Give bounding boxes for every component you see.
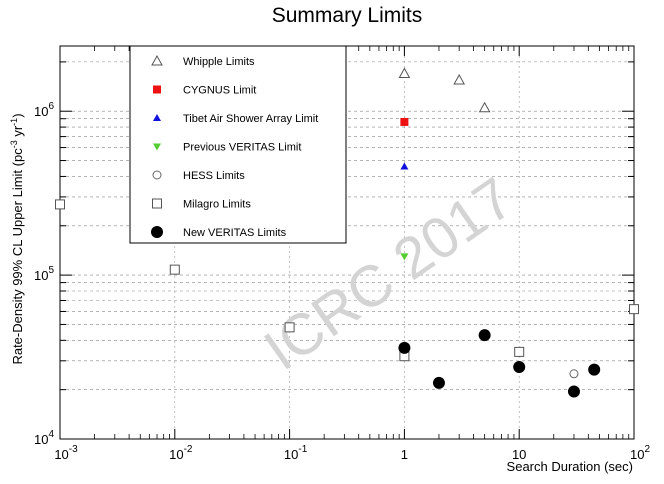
data-point-6 xyxy=(398,341,411,354)
legend-marker xyxy=(151,226,163,238)
data-point-6 xyxy=(567,385,580,398)
tick-label: 10-3 xyxy=(54,444,78,462)
tick-label: 10 xyxy=(512,447,526,462)
tick-label: 10-2 xyxy=(169,444,193,462)
data-point-6 xyxy=(478,329,491,342)
tick-label: 105 xyxy=(34,265,54,283)
tick-label: 102 xyxy=(630,444,650,462)
legend-label: Milagro Limits xyxy=(183,199,251,211)
legend-label: Tibet Air Shower Array Limit xyxy=(183,113,318,125)
legend-marker xyxy=(153,114,161,121)
legend-marker xyxy=(153,85,161,94)
data-point-5 xyxy=(629,304,639,315)
data-point-2 xyxy=(400,162,409,170)
legend: Whipple Limits CYGNUS Limit Tibet Air Show… xyxy=(129,45,347,244)
legend-label: CYGNUS Limit xyxy=(183,85,256,97)
legend-label: Whipple Limits xyxy=(183,56,255,68)
data-point-1 xyxy=(400,117,409,126)
data-point-6 xyxy=(432,376,445,389)
legend-marker xyxy=(152,198,162,209)
tick-label: 10-1 xyxy=(284,444,308,462)
legend-label: New VERITAS Limits xyxy=(183,227,287,239)
plot-frame xyxy=(59,45,635,440)
tick-label: 1 xyxy=(401,447,408,462)
data-points xyxy=(55,67,639,398)
chart-title: Summary Limits xyxy=(272,4,423,27)
legend-marker xyxy=(152,170,162,180)
data-point-4 xyxy=(569,369,579,379)
legend-marker xyxy=(153,143,161,151)
tick-label: 106 xyxy=(34,101,54,119)
data-point-0 xyxy=(478,101,491,113)
x-axis-label: Search Duration (sec) xyxy=(507,459,633,474)
data-point-5 xyxy=(284,322,295,333)
data-point-0 xyxy=(398,67,411,78)
data-point-3 xyxy=(400,253,409,261)
legend-label: Previous VERITAS Limit xyxy=(183,142,301,154)
legend-marker xyxy=(151,54,163,66)
data-point-0 xyxy=(453,73,466,85)
y-axis-label: Rate-Density 99% CL Upper Limit (pc-3 yr… xyxy=(9,113,25,364)
data-point-5 xyxy=(55,199,65,210)
data-point-5 xyxy=(514,346,525,357)
data-point-5 xyxy=(169,264,180,275)
legend-box xyxy=(129,45,347,244)
data-point-6 xyxy=(513,360,526,373)
legend-label: HESS Limits xyxy=(183,170,245,182)
axis-tick-labels: 10-3 10-2 10-1 1 10 102 104 105 106 xyxy=(34,101,650,462)
tick-label: 104 xyxy=(34,429,54,447)
data-point-6 xyxy=(588,363,601,376)
